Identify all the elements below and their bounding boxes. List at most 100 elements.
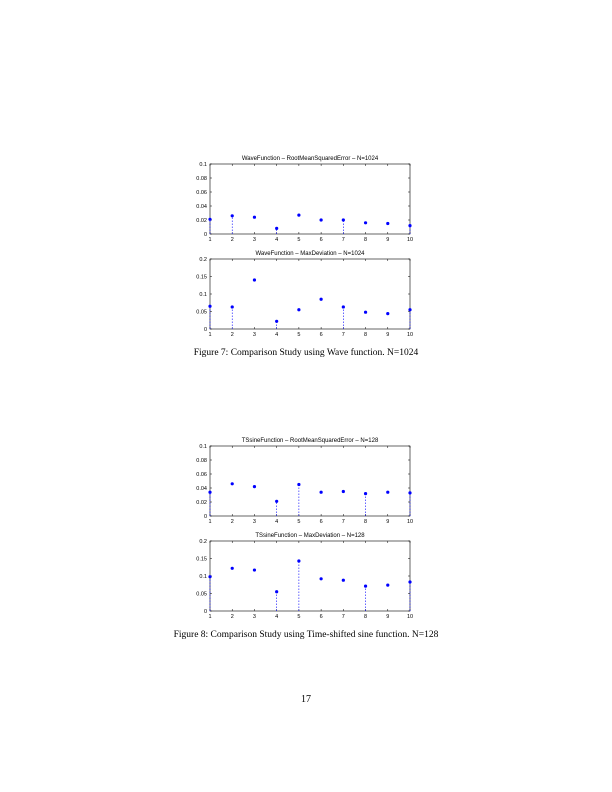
x-tick-label: 10 — [407, 519, 413, 525]
y-tick-label: 0.02 — [196, 500, 207, 506]
x-tick-label: 2 — [231, 332, 234, 338]
data-point — [208, 304, 212, 308]
x-tick-label: 6 — [320, 519, 323, 525]
data-point — [297, 482, 301, 487]
plot-frame — [209, 540, 411, 612]
x-tick-label: 4 — [275, 614, 278, 620]
y-tick-label: 0.08 — [196, 176, 207, 182]
x-tick-label: 6 — [320, 332, 323, 338]
wave-rmse-plot: WaveFunction – RootMeanSquaredError – N=… — [196, 156, 413, 243]
x-tick-label: 3 — [253, 237, 256, 243]
x-tick-label: 2 — [231, 519, 234, 525]
y-tick-label: 0 — [204, 327, 207, 333]
data-point — [297, 308, 301, 312]
data-point — [341, 489, 345, 494]
data-point — [363, 310, 368, 314]
y-tick-label: 0.1 — [199, 162, 207, 168]
data-point — [275, 319, 279, 323]
data-point — [319, 490, 323, 494]
data-point — [252, 215, 257, 219]
data-point — [275, 590, 279, 594]
data-point — [208, 490, 212, 494]
data-point — [408, 491, 412, 495]
plot-title: TSsineFunction – MaxDeviation – N=128 — [255, 533, 365, 539]
figure-8: TSsineFunction – RootMeanSquaredError – … — [160, 432, 430, 622]
plot-title: TSsineFunction – RootMeanSquaredError – … — [242, 438, 379, 444]
y-tick-label: 0.06 — [196, 472, 207, 478]
y-tick-label: 0.2 — [199, 539, 207, 545]
x-tick-label: 5 — [297, 332, 300, 338]
y-tick-label: 0.1 — [199, 292, 207, 298]
data-point — [408, 580, 412, 584]
x-tick-label: 6 — [320, 237, 323, 243]
data-point — [275, 499, 279, 503]
data-point — [252, 568, 257, 572]
y-tick-label: 0.04 — [196, 486, 207, 492]
plot-frame — [209, 163, 411, 235]
data-point — [341, 305, 345, 309]
x-tick-label: 7 — [342, 237, 345, 243]
x-tick-label: 9 — [386, 332, 389, 338]
x-tick-label: 4 — [275, 332, 278, 338]
data-point — [319, 297, 323, 301]
data-point — [297, 559, 301, 563]
y-tick-label: 0.1 — [199, 574, 207, 580]
x-tick-label: 9 — [386, 614, 389, 620]
x-tick-label: 9 — [386, 519, 389, 525]
x-tick-label: 8 — [364, 237, 367, 243]
data-point — [363, 584, 368, 588]
page-number: 17 — [301, 694, 311, 705]
x-tick-label: 9 — [386, 237, 389, 243]
data-point — [275, 226, 279, 230]
y-tick-label: 0.15 — [196, 275, 207, 281]
y-tick-label: 0 — [204, 232, 207, 238]
data-point — [208, 217, 212, 221]
x-tick-label: 1 — [208, 614, 211, 620]
data-point — [363, 492, 368, 496]
x-tick-label: 3 — [253, 332, 256, 338]
x-tick-label: 10 — [407, 614, 413, 620]
figure-8-caption: Figure 8: Comparison Study using Time-sh… — [173, 630, 439, 640]
tssine-maxdev-plot: TSsineFunction – MaxDeviation – N=128 1 2 3… — [196, 533, 413, 620]
data-point — [297, 213, 301, 217]
y-tick-label: 0.05 — [196, 310, 207, 316]
y-tick-label: 0.15 — [196, 557, 207, 563]
tssine-rmse-plot: TSsineFunction – RootMeanSquaredError – … — [196, 438, 413, 525]
x-tick-label: 3 — [253, 614, 256, 620]
x-tick-label: 1 — [208, 332, 211, 338]
plot-title: WaveFunction – RootMeanSquaredError – N=… — [242, 156, 379, 162]
y-tick-label: 0.08 — [196, 458, 207, 464]
x-tick-label: 7 — [342, 614, 345, 620]
data-point — [230, 566, 234, 570]
data-point — [252, 278, 257, 282]
data-point — [341, 578, 345, 582]
data-point — [230, 305, 234, 309]
data-point — [319, 218, 323, 222]
x-tick-label: 6 — [320, 614, 323, 620]
figure-7: WaveFunction – RootMeanSquaredError – N=… — [160, 150, 430, 340]
y-tick-label: 0.05 — [196, 592, 207, 598]
data-point — [230, 214, 234, 218]
data-point — [408, 308, 412, 312]
y-tick-label: 0.1 — [199, 444, 207, 450]
x-tick-label: 4 — [275, 519, 278, 525]
plot-frame — [209, 445, 411, 517]
x-tick-label: 8 — [364, 519, 367, 525]
x-tick-label: 3 — [253, 519, 256, 525]
data-point — [386, 221, 390, 226]
x-tick-label: 5 — [297, 237, 300, 243]
data-point — [386, 312, 390, 316]
x-tick-label: 2 — [231, 237, 234, 243]
wave-maxdev-plot: WaveFunction – MaxDeviation – N=1024 1 2 3 4… — [196, 251, 413, 338]
plot-title: WaveFunction – MaxDeviation – N=1024 — [255, 251, 365, 257]
x-tick-label: 1 — [208, 519, 211, 525]
x-tick-label: 4 — [275, 237, 278, 243]
data-point — [319, 577, 323, 581]
x-tick-label: 10 — [407, 332, 413, 338]
figure-7-caption: Figure 7: Comparison Study using Wave fu… — [193, 348, 419, 358]
x-tick-label: 5 — [297, 614, 300, 620]
x-tick-label: 5 — [297, 519, 300, 525]
data-point — [252, 485, 257, 489]
y-tick-label: 0 — [204, 609, 207, 615]
y-tick-label: 0.02 — [196, 218, 207, 224]
